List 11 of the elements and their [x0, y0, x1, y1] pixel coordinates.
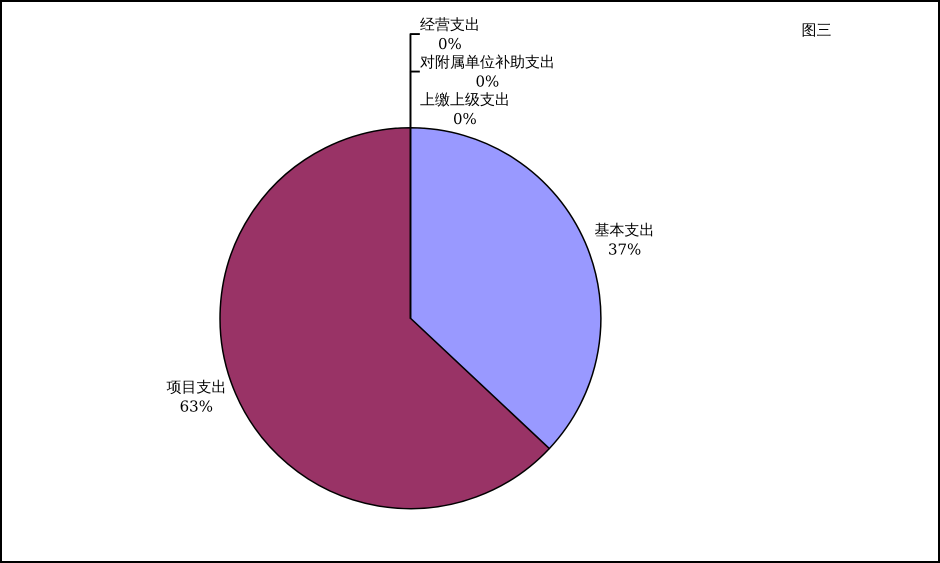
slice-label: 基本支出 — [594, 220, 655, 239]
category-label: 对附属单位补助支出 — [420, 52, 555, 71]
data-label: 63% — [180, 398, 213, 416]
text: 0% — [475, 72, 500, 90]
slice-label: 项目支出 — [166, 378, 226, 396]
text: 0% — [438, 34, 462, 53]
category-label: 经营支出 — [420, 15, 480, 34]
text: 图三 — [801, 20, 832, 39]
category-label: 上缴上级支出 — [420, 90, 510, 108]
text: 0% — [452, 110, 477, 128]
data-label: 37% — [608, 240, 642, 258]
